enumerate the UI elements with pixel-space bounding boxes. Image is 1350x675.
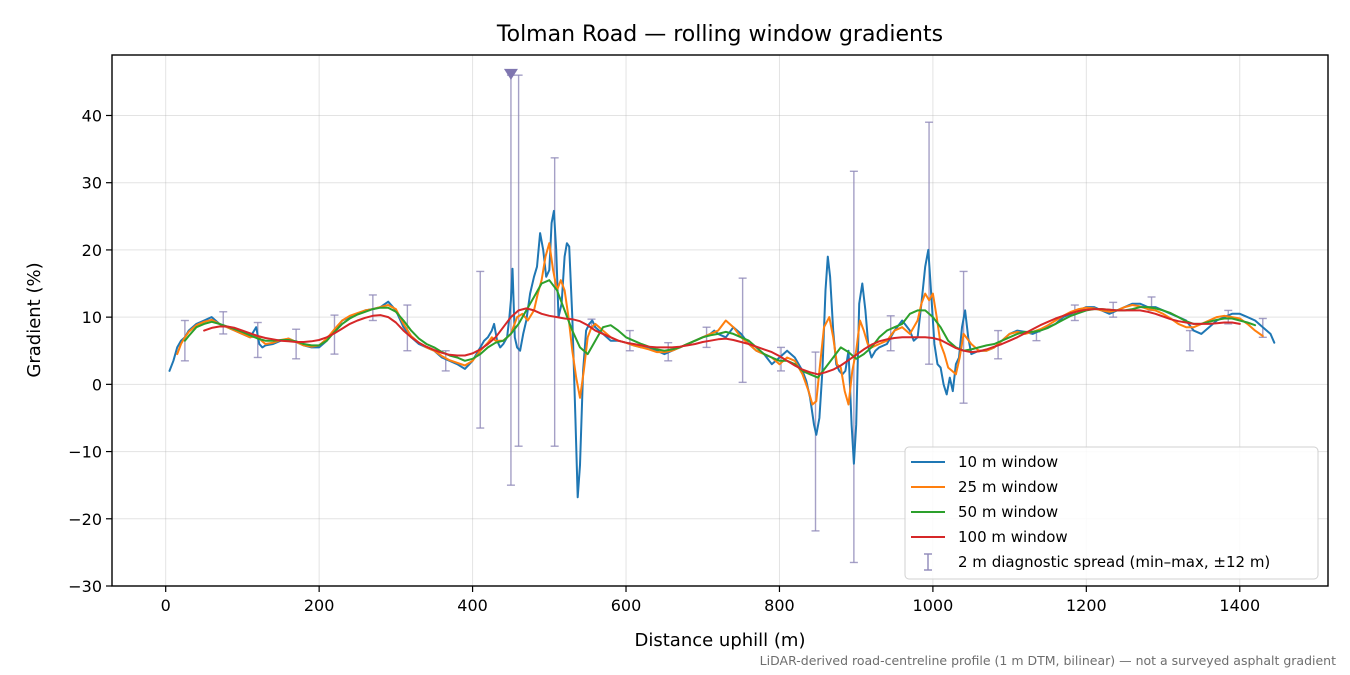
error-bar [886,315,895,352]
plot-frame [111,54,1329,587]
y-axis: −30 −20 −10 0 10 20 30 40 [68,106,112,596]
plot-area [168,68,1276,564]
legend-label: 25 m window [958,478,1058,496]
y-tick-label: 20 [82,241,102,260]
legend: 10 m window 25 m window 50 m window 100 m w… [904,446,1319,580]
legend-label: 100 m window [958,528,1068,546]
error-bar [1185,329,1194,352]
error-bar [776,346,785,372]
error-bar [625,329,634,352]
series-line-25-m-window [176,242,1264,406]
legend-box [904,446,1319,580]
legend-label: 2 m diagnostic spread (min–max, ±12 m) [958,553,1270,571]
series-line-50-m-window [183,279,1257,379]
error-bar [811,351,820,532]
x-tick-label: 0 [161,596,171,615]
error-bar [292,328,301,360]
x-tick-label: 800 [764,596,795,615]
error-bar [925,121,934,365]
legend-label: 50 m window [958,503,1058,521]
y-tick-label: 40 [82,106,102,125]
chart-title: Tolman Road — rolling window gradients [496,22,943,47]
x-tick-label: 1000 [913,596,954,615]
y-tick-label: −10 [68,443,102,462]
error-bar [550,157,559,447]
y-tick-label: 0 [92,375,102,394]
error-bar [514,74,523,447]
legend-label: 10 m window [958,453,1058,471]
error-bar [219,311,228,335]
y-tick-label: −30 [68,577,102,596]
error-bar [330,314,339,355]
x-tick-label: 1400 [1219,596,1260,615]
footnote: LiDAR-derived road-centreline profile (1… [760,653,1336,668]
x-tick-label: 200 [304,596,335,615]
x-tick-label: 400 [457,596,488,615]
error-bar [403,304,412,352]
error-bar [738,277,747,384]
y-axis-label: Gradient (%) [24,262,45,377]
x-axis: 0 200 400 600 800 1000 1200 1400 [161,586,1260,615]
x-tick-label: 1200 [1066,596,1107,615]
series-line-100-m-window [203,307,1241,376]
y-tick-label: 10 [82,308,102,327]
x-tick-label: 600 [611,596,642,615]
offscale-marker [503,68,518,80]
x-axis-label: Distance uphill (m) [635,630,806,651]
y-tick-label: −20 [68,510,102,529]
y-tick-label: 30 [82,174,102,193]
